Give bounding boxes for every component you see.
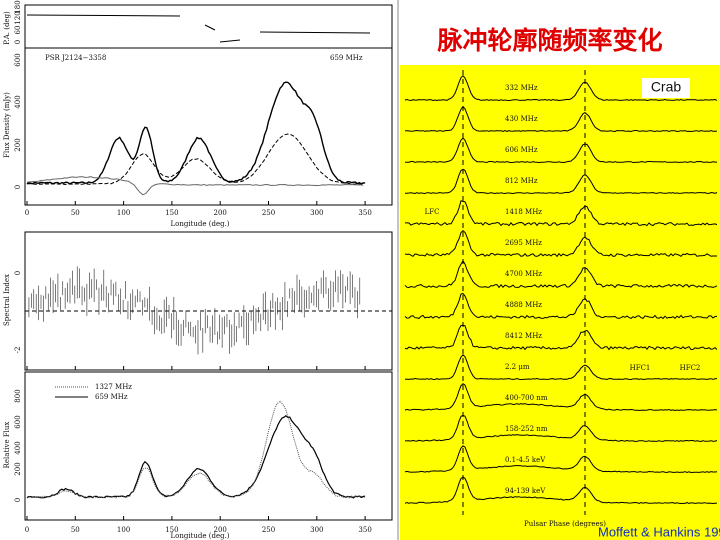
y-tick-label: 180 [14, 0, 22, 13]
profile-curve [404, 293, 718, 320]
right-panel [400, 65, 720, 540]
x-tick-label: 300 [310, 209, 323, 217]
x-tick-label: 100 [117, 209, 130, 217]
profile-curve [404, 383, 718, 412]
profile-curve [404, 414, 718, 443]
y-tick-label: 200 [14, 138, 22, 151]
profile-curve [405, 137, 718, 164]
y-tick-label: 120 [14, 11, 22, 24]
x-axis-label: Longitude (deg.) [170, 532, 229, 540]
right-figure: 332 MHz 430 MHz 606 MHz 812 MHz 1418 MHz 2695… [404, 70, 720, 539]
y-tick-label: 600 [14, 53, 22, 66]
x-tick-label: 250 [262, 209, 275, 217]
band-label: 430 MHz [505, 115, 538, 123]
hfc2-label: HFC2 [680, 364, 701, 372]
band-label: 4888 MHz [505, 301, 542, 309]
y-tick-label: 400 [14, 95, 22, 108]
profile-curve [26, 133, 364, 186]
pulsar-name: PSR J2124−3358 [45, 54, 106, 62]
profile-curve [404, 445, 718, 474]
band-label: 812 MHz [505, 177, 538, 185]
lfc-label: LFC [425, 208, 440, 216]
y-tick-label: 0 [14, 498, 22, 502]
band-label: 332 MHz [505, 84, 538, 92]
y-tick-label: 600 [14, 415, 22, 428]
slide-title: 脉冲轮廓随频率变化 [436, 26, 662, 55]
profile-curve [404, 476, 718, 505]
y-tick-label: 60 [14, 26, 22, 35]
y-axis-label: Relative Flux [3, 422, 11, 469]
profile-curve [404, 74, 718, 102]
band-label: 2.2 μm [505, 363, 530, 371]
x-tick-label: 150 [165, 209, 178, 217]
x-tick-label: 200 [214, 526, 227, 534]
frequency: 659 MHz [330, 54, 363, 62]
x-tick-label: 150 [165, 526, 178, 534]
profile-curve [26, 81, 366, 185]
band-label: 0.1-4.5 keV [505, 456, 546, 464]
band-label: 606 MHz [505, 146, 538, 154]
profile-curve [404, 230, 717, 258]
profile-curve [404, 259, 718, 289]
y-tick-label: 0 [14, 271, 22, 275]
y-tick-label: 0 [14, 40, 22, 44]
legend-label: 1327 MHz [95, 383, 132, 391]
profile-curve [26, 400, 366, 499]
x-tick-label: 100 [117, 526, 130, 534]
band-label: 2695 MHz [505, 239, 542, 247]
y-tick-label: 800 [14, 389, 22, 402]
x-tick-label: 350 [358, 526, 371, 534]
y-axis-label: Flux Density (mJy) [3, 92, 11, 158]
profile-curve [404, 324, 718, 351]
x-tick-label: 300 [310, 526, 323, 534]
x-axis-label: Pulsar Phase (degrees) [524, 520, 606, 528]
x-tick-label: 50 [71, 209, 80, 217]
x-axis-label: Longitude (deg.) [170, 220, 229, 228]
band-label: 1418 MHz [505, 208, 542, 216]
y-tick-label: 0 [14, 185, 22, 189]
crab-box [642, 78, 690, 98]
pa-curve [26, 14, 371, 43]
y-axis-label: Spectral Index [3, 274, 11, 326]
left-figure: 0 0 50 50 100 100 150 150 200 200 250 250 300 300 350 3… [3, 0, 372, 540]
band-label: 94-139 keV [505, 487, 546, 495]
profile-curve [26, 176, 364, 196]
profile-curve [405, 200, 718, 227]
crab-label: Crab [651, 79, 682, 95]
x-tick-label: 50 [71, 526, 80, 534]
band-label: 4700 MHz [505, 270, 542, 278]
x-tick-label: 0 [25, 209, 29, 217]
frames [24, 4, 393, 521]
profile-curve [405, 168, 718, 195]
band-label: 8412 MHz [505, 332, 542, 340]
legend-label: 659 MHz [95, 393, 128, 401]
x-tick-label: 350 [358, 209, 371, 217]
y-tick-label: 400 [14, 441, 22, 454]
y-tick-label: -2 [14, 347, 22, 354]
profile-curve [404, 354, 718, 381]
hfc1-label: HFC1 [630, 364, 651, 372]
credit: Moffett & Hankins 1996 [598, 524, 720, 539]
x-tick-label: 0 [25, 526, 29, 534]
x-tick-label: 200 [214, 209, 227, 217]
profile-curve [404, 105, 718, 133]
y-axis-label: P.A. (deg) [3, 11, 11, 45]
band-label: 158-252 nm [505, 425, 548, 433]
x-tick-label: 250 [262, 526, 275, 534]
band-label: 400-700 nm [505, 394, 548, 402]
y-tick-label: 200 [14, 462, 22, 475]
